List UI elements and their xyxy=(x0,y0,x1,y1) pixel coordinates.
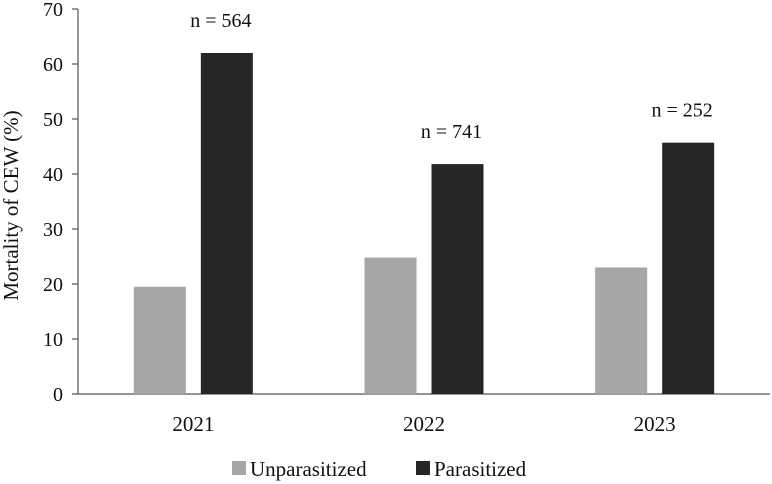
legend: Unparasitized Parasitized xyxy=(232,457,527,481)
sample-size-label: n = 252 xyxy=(652,100,713,122)
legend-label: Unparasitized xyxy=(250,457,367,481)
bar-parasitized-2023 xyxy=(662,142,715,394)
y-tick-label: 70 xyxy=(43,0,63,21)
bar-unparasitized-2022 xyxy=(364,257,417,394)
y-axis-ticks: 0 10 20 30 40 50 60 70 xyxy=(43,0,78,406)
y-tick-label: 50 xyxy=(43,109,63,131)
sample-size-label: n = 741 xyxy=(421,121,482,143)
legend-label: Parasitized xyxy=(434,457,527,481)
sample-size-annotations: n = 564 n = 741 n = 252 xyxy=(190,10,713,143)
x-tick-label: 2023 xyxy=(634,412,676,436)
bar-unparasitized-2023 xyxy=(595,267,648,394)
y-tick-label: 30 xyxy=(43,219,63,241)
y-tick-label: 20 xyxy=(43,274,63,296)
x-tick-label: 2021 xyxy=(172,412,214,436)
y-tick-label: 60 xyxy=(43,54,63,76)
legend-swatch xyxy=(416,461,430,475)
bar-parasitized-2021 xyxy=(200,53,253,394)
x-axis-ticks: 2021 2022 2023 xyxy=(172,412,675,436)
bar-parasitized-2022 xyxy=(431,164,484,394)
bars xyxy=(133,53,715,394)
bar-unparasitized-2021 xyxy=(133,286,186,394)
y-tick-label: 0 xyxy=(53,384,63,406)
x-tick-label: 2022 xyxy=(403,412,445,436)
sample-size-label: n = 564 xyxy=(190,10,251,32)
legend-swatch xyxy=(232,461,246,475)
y-axis-title: Mortality of CEW (%) xyxy=(0,110,23,300)
y-tick-label: 40 xyxy=(43,164,63,186)
legend-item-unparasitized: Unparasitized xyxy=(232,457,367,481)
y-tick-label: 10 xyxy=(43,329,63,351)
legend-item-parasitized: Parasitized xyxy=(416,457,527,481)
